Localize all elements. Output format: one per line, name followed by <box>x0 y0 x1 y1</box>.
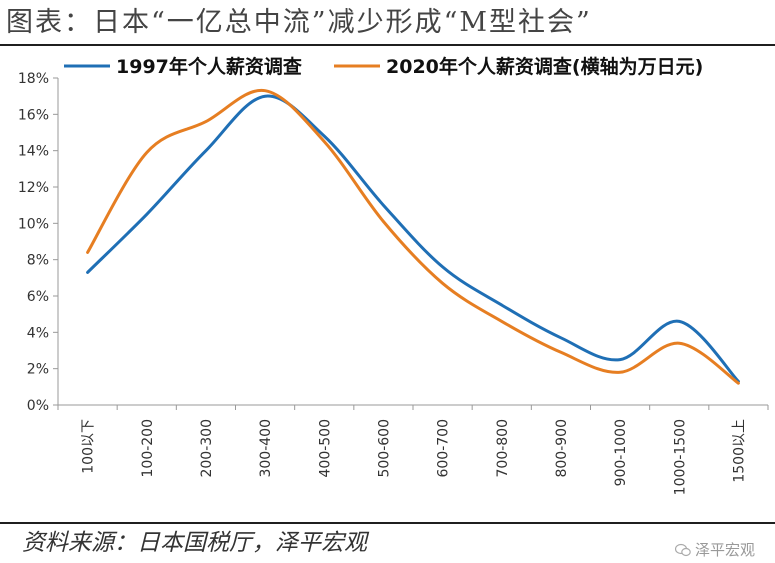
legend-label-2: 2020年个人薪资调查(横轴为万日元) <box>386 55 703 78</box>
y-tick-label: 14% <box>18 144 49 160</box>
x-tick-label: 700-800 <box>495 419 511 478</box>
x-tick-label: 100以下 <box>81 419 97 474</box>
x-tick-label: 900-1000 <box>613 419 629 486</box>
y-tick-label: 16% <box>18 107 49 123</box>
bottom-divider <box>0 522 775 524</box>
y-tick-label: 8% <box>27 253 49 269</box>
x-tick-label: 500-600 <box>376 419 392 478</box>
series-lines <box>86 89 740 385</box>
watermark: 泽平宏观 <box>674 540 755 560</box>
y-axis: 0% 2% 4% 6% 8% 10% 12% 14% 16% 18% <box>18 71 59 414</box>
source-note: 资料来源：日本国税厅，泽平宏观 <box>22 530 367 556</box>
y-tick-label: 4% <box>27 325 49 341</box>
y-tick-label: 6% <box>27 289 49 305</box>
x-tick-label: 600-700 <box>436 419 452 478</box>
y-tick-label: 12% <box>18 180 49 196</box>
x-tick-label: 1000-1500 <box>672 419 688 495</box>
x-tick-label: 400-500 <box>317 419 333 478</box>
y-tick-label: 18% <box>18 71 49 87</box>
y-tick-label: 2% <box>27 362 49 378</box>
page-title: 图表：日本“一亿总中流”减少形成“M型社会” <box>6 7 592 38</box>
x-tick-label: 100-200 <box>140 419 156 478</box>
x-axis: 100以下 100-200 200-300 300-400 400-500 500-600… <box>57 404 769 495</box>
watermark-text: 泽平宏观 <box>694 541 755 559</box>
x-tick-label: 800-900 <box>554 419 570 478</box>
wechat-icon <box>674 543 691 557</box>
top-divider <box>0 44 775 46</box>
x-tick-label: 200-300 <box>199 419 215 478</box>
y-tick-label: 10% <box>18 216 49 232</box>
y-tick-label: 0% <box>27 398 49 414</box>
x-tick-label: 1500以上 <box>731 419 747 483</box>
series-line-1 <box>86 94 740 383</box>
x-tick-label: 300-400 <box>258 419 274 478</box>
series-line-2 <box>86 89 740 385</box>
legend: 1997年个人薪资调查 2020年个人薪资调查(横轴为万日元) <box>64 55 703 78</box>
line-chart: 0% 2% 4% 6% 8% 10% 12% 14% 16% 18% 100以下 100-200 20… <box>18 55 769 495</box>
legend-label-1: 1997年个人薪资调查 <box>116 55 303 78</box>
